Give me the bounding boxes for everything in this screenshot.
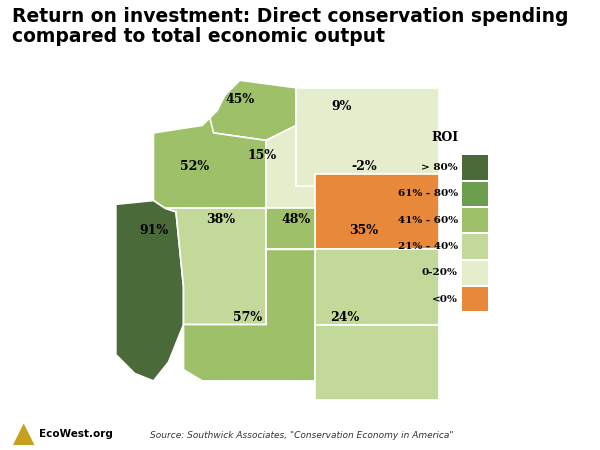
Polygon shape bbox=[202, 80, 296, 140]
Text: 24%: 24% bbox=[331, 310, 360, 324]
Text: ROI: ROI bbox=[431, 131, 458, 144]
Polygon shape bbox=[266, 208, 315, 324]
Polygon shape bbox=[315, 249, 439, 324]
Text: Source: Southwick Associates, "Conservation Economy in America": Source: Southwick Associates, "Conservat… bbox=[150, 431, 454, 440]
Text: <0%: <0% bbox=[432, 295, 458, 304]
Text: EcoWest.org: EcoWest.org bbox=[39, 429, 113, 439]
Polygon shape bbox=[296, 88, 439, 185]
Polygon shape bbox=[165, 208, 266, 324]
Text: 57%: 57% bbox=[233, 310, 262, 324]
Text: 45%: 45% bbox=[226, 93, 254, 106]
Text: 52%: 52% bbox=[180, 160, 209, 173]
Text: 48%: 48% bbox=[281, 213, 311, 226]
Polygon shape bbox=[154, 118, 266, 208]
Text: compared to total economic output: compared to total economic output bbox=[12, 27, 385, 46]
Polygon shape bbox=[13, 423, 35, 445]
Bar bbox=[461, 287, 488, 311]
Polygon shape bbox=[315, 174, 439, 249]
Text: 61% - 80%: 61% - 80% bbox=[398, 189, 458, 198]
Polygon shape bbox=[315, 324, 439, 400]
Polygon shape bbox=[116, 201, 184, 381]
Text: 38%: 38% bbox=[206, 213, 236, 226]
Text: 21% - 40%: 21% - 40% bbox=[398, 242, 458, 251]
Text: 91%: 91% bbox=[139, 224, 168, 237]
Bar bbox=[461, 182, 488, 206]
Bar bbox=[461, 155, 488, 180]
Text: 41% - 60%: 41% - 60% bbox=[398, 216, 458, 225]
Text: > 80%: > 80% bbox=[421, 163, 458, 172]
Bar bbox=[461, 208, 488, 233]
Text: 15%: 15% bbox=[248, 149, 277, 162]
Text: 9%: 9% bbox=[331, 100, 352, 113]
Polygon shape bbox=[266, 126, 315, 208]
Text: Return on investment: Direct conservation spending: Return on investment: Direct conservatio… bbox=[12, 7, 569, 26]
Text: 0-20%: 0-20% bbox=[422, 268, 458, 277]
Text: 35%: 35% bbox=[349, 224, 379, 237]
Text: -2%: -2% bbox=[351, 160, 377, 173]
Bar bbox=[461, 234, 488, 259]
Polygon shape bbox=[184, 249, 315, 381]
Bar bbox=[461, 261, 488, 285]
